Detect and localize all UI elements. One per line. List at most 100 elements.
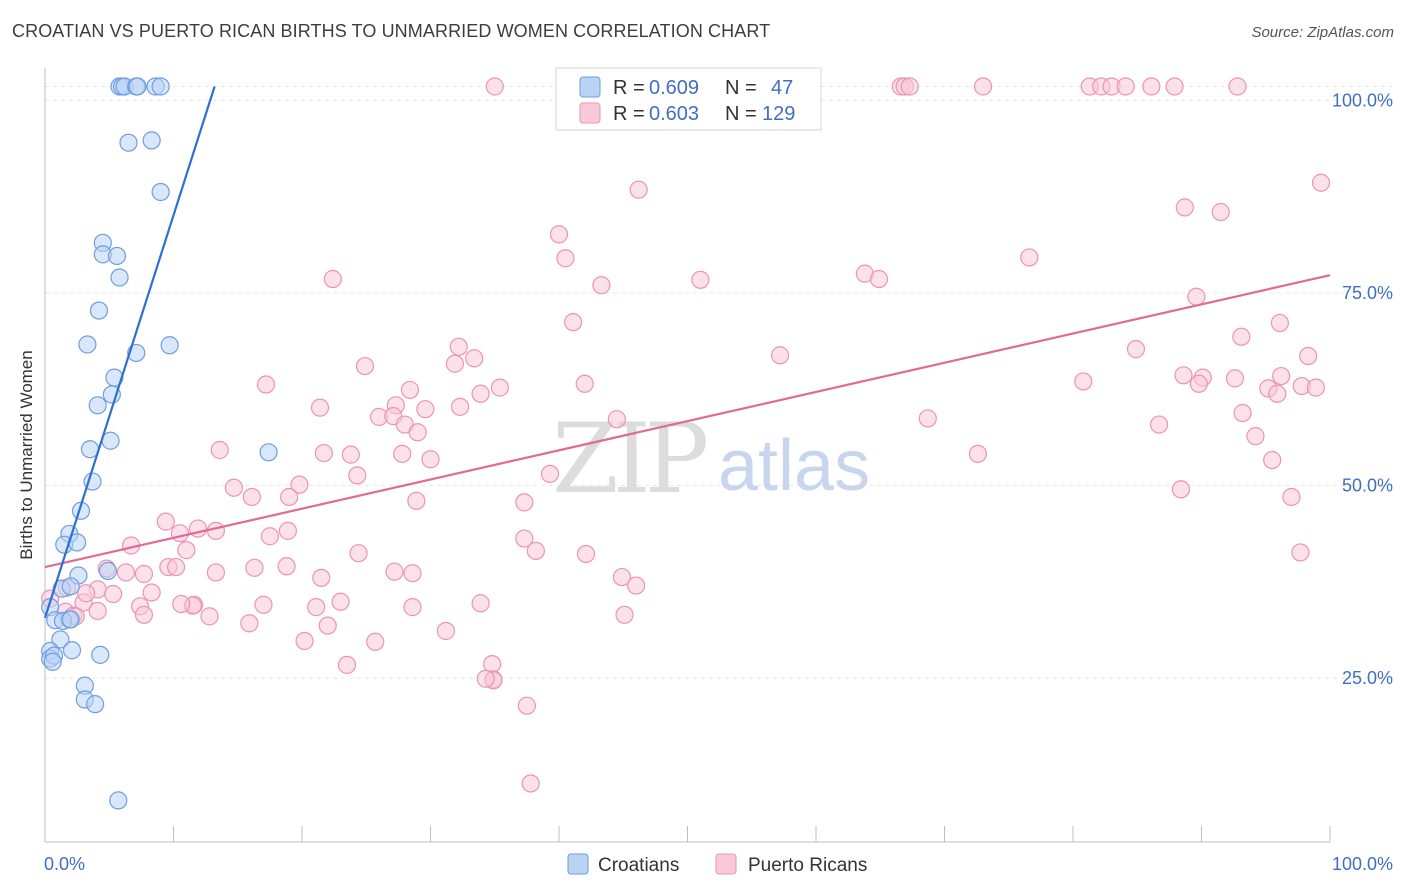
puerto-rican-point bbox=[245, 558, 264, 577]
puerto-rican-point bbox=[314, 443, 333, 463]
puerto-rican-point bbox=[1116, 77, 1135, 96]
puerto-ricans-trend-line bbox=[44, 274, 1331, 569]
series-legend: Croatians Puerto Ricans bbox=[567, 853, 867, 876]
legend-r-value-puerto-ricans: 0.603 bbox=[649, 103, 699, 125]
bottom-legend-swatch-croatians bbox=[567, 853, 589, 875]
puerto-rican-point bbox=[172, 594, 191, 614]
puerto-rican-point bbox=[607, 410, 626, 429]
puerto-rican-point bbox=[210, 440, 229, 460]
puerto-rican-point bbox=[290, 475, 309, 494]
puerto-rican-point bbox=[485, 77, 504, 96]
croatian-point bbox=[142, 131, 161, 150]
y-tick-label: 100.0% bbox=[1332, 90, 1393, 110]
puerto-rican-point bbox=[629, 180, 648, 199]
puerto-rican-point bbox=[1299, 346, 1318, 366]
x-ticks bbox=[44, 826, 1331, 842]
y-tick-label: 75.0% bbox=[1342, 283, 1393, 303]
croatian-point bbox=[98, 561, 118, 581]
puerto-rican-point bbox=[564, 313, 583, 332]
puerto-rican-point bbox=[1020, 248, 1039, 267]
puerto-rican-point bbox=[1149, 415, 1169, 434]
puerto-rican-point bbox=[1074, 372, 1093, 391]
x-tick-label-max: 100.0% bbox=[1332, 854, 1393, 874]
puerto-rican-point bbox=[240, 614, 259, 633]
bottom-legend-label-puerto-ricans: Puerto Ricans bbox=[748, 855, 867, 876]
watermark-zip: ZIP bbox=[552, 403, 707, 515]
puerto-rican-point bbox=[515, 529, 534, 548]
puerto-rican-point bbox=[1263, 450, 1282, 470]
y-tick-label: 25.0% bbox=[1342, 668, 1393, 688]
puerto-rican-point bbox=[517, 696, 536, 715]
croatians-trend-line bbox=[43, 86, 216, 619]
puerto-rican-point bbox=[134, 564, 154, 584]
puerto-rican-point bbox=[691, 270, 710, 289]
puerto-rican-point bbox=[1233, 403, 1252, 423]
croatian-point bbox=[91, 645, 110, 664]
puerto-rican-point bbox=[1165, 77, 1184, 96]
puerto-ricans-points bbox=[41, 77, 1331, 793]
croatian-point bbox=[62, 641, 82, 660]
puerto-rican-point bbox=[515, 493, 534, 512]
puerto-rican-point bbox=[1291, 543, 1310, 562]
legend-n-value-puerto-ricans: 129 bbox=[762, 103, 795, 125]
puerto-rican-point bbox=[312, 568, 331, 587]
puerto-rican-point bbox=[349, 544, 368, 563]
chart-title: CROATIAN VS PUERTO RICAN BIRTHS TO UNMAR… bbox=[12, 21, 771, 41]
legend-n-label-croatians: N = bbox=[725, 77, 757, 99]
croatian-point bbox=[160, 336, 179, 355]
legend-n-value-croatians: 47 bbox=[771, 77, 793, 99]
puerto-rican-point bbox=[556, 249, 575, 268]
legend-swatch-puerto-ricans bbox=[579, 102, 601, 124]
puerto-rican-point bbox=[575, 374, 594, 393]
puerto-rican-point bbox=[331, 592, 350, 611]
puerto-rican-point bbox=[770, 346, 790, 365]
puerto-rican-point bbox=[576, 544, 596, 564]
source-credit: Source: ZipAtlas.com bbox=[1251, 24, 1394, 41]
puerto-rican-point bbox=[626, 576, 646, 595]
trend-lines bbox=[43, 86, 1331, 619]
puerto-rican-point bbox=[280, 487, 299, 507]
croatian-point bbox=[109, 791, 128, 810]
croatian-point bbox=[151, 182, 170, 202]
puerto-rican-point bbox=[242, 487, 261, 507]
puerto-rican-point bbox=[1142, 77, 1161, 96]
puerto-rican-point bbox=[465, 349, 484, 368]
puerto-rican-point bbox=[134, 605, 154, 624]
bottom-legend-swatch-puerto-ricans bbox=[715, 853, 737, 875]
legend-swatch-croatians bbox=[579, 76, 601, 98]
puerto-rican-point bbox=[1174, 366, 1193, 385]
puerto-rican-point bbox=[1187, 287, 1206, 306]
puerto-rican-point bbox=[166, 557, 186, 577]
legend-r-label-croatians: R = bbox=[613, 77, 645, 99]
puerto-rican-point bbox=[341, 445, 360, 464]
puerto-rican-point bbox=[400, 380, 420, 400]
puerto-rican-point bbox=[449, 337, 468, 356]
watermark: ZIP atlas bbox=[552, 403, 870, 515]
croatian-point bbox=[128, 77, 147, 96]
puerto-rican-point bbox=[1126, 340, 1146, 359]
puerto-rican-point bbox=[1311, 173, 1331, 192]
puerto-rican-point bbox=[1232, 327, 1251, 346]
puerto-rican-point bbox=[307, 598, 326, 617]
puerto-rican-point bbox=[973, 77, 993, 96]
puerto-rican-point bbox=[1270, 313, 1289, 333]
puerto-rican-point bbox=[526, 541, 545, 560]
puerto-rican-point bbox=[436, 621, 456, 641]
puerto-rican-point bbox=[471, 594, 490, 613]
puerto-rican-point bbox=[1282, 487, 1301, 507]
puerto-rican-point bbox=[323, 269, 342, 289]
watermark-atlas: atlas bbox=[718, 426, 870, 506]
puerto-rican-point bbox=[615, 605, 634, 624]
puerto-rican-point bbox=[421, 450, 440, 469]
puerto-rican-point bbox=[612, 567, 632, 587]
gridlines bbox=[45, 85, 1392, 679]
correlation-legend: R = 0.609 N = 47 R = 0.603 N = 129 bbox=[555, 67, 822, 131]
puerto-rican-point bbox=[918, 409, 937, 428]
puerto-rican-point bbox=[355, 356, 375, 376]
puerto-rican-point bbox=[104, 584, 123, 604]
puerto-rican-point bbox=[318, 616, 337, 635]
croatian-point bbox=[61, 577, 80, 596]
croatian-point bbox=[151, 77, 170, 96]
croatian-point bbox=[107, 246, 127, 266]
